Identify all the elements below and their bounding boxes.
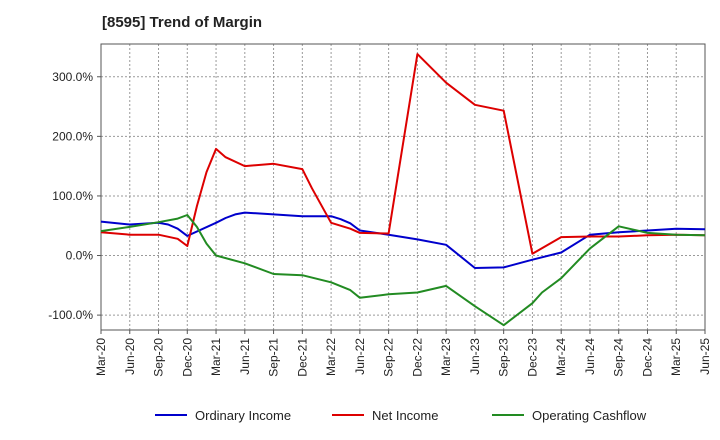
x-tick-label: Sep-22: [382, 338, 396, 377]
x-tick-label: Dec-24: [640, 338, 654, 377]
x-tick-label: Mar-22: [324, 338, 338, 376]
x-tick-label: Jun-22: [353, 338, 367, 375]
series-line-operating-cashflow: [100, 214, 706, 327]
x-tick-label: Sep-20: [152, 338, 166, 377]
x-tick-label: Dec-23: [525, 338, 539, 377]
x-tick-label: Dec-20: [180, 338, 194, 377]
x-tick-label: Mar-25: [669, 338, 683, 376]
legend-label-operating-cashflow: Operating Cashflow: [532, 408, 647, 423]
x-tick-label: Jun-24: [583, 338, 597, 375]
series-line-net-income: [100, 53, 706, 255]
y-tick-label: 0.0%: [66, 249, 94, 263]
grid-layer: [100, 44, 706, 330]
x-tick-label: Jun-25: [698, 338, 712, 375]
chart-title: [8595] Trend of Margin: [102, 14, 263, 31]
x-tick-label: Mar-20: [94, 338, 108, 376]
x-tick-label: Sep-21: [267, 338, 281, 377]
x-tick-label: Mar-24: [554, 338, 568, 376]
legend-label-net-income: Net Income: [372, 408, 438, 423]
y-axis: -100.0% 0.0% 100.0% 200.0% 300.0%: [48, 70, 101, 322]
x-tick-label: Dec-22: [410, 338, 424, 377]
x-tick-label: Sep-23: [497, 338, 511, 377]
x-tick-label: Jun-20: [123, 338, 137, 375]
x-tick-label: Jun-21: [238, 338, 252, 375]
legend-label-ordinary-income: Ordinary Income: [195, 408, 291, 423]
x-tick-label: Mar-23: [439, 338, 453, 376]
x-tick-label: Mar-21: [209, 338, 223, 376]
y-tick-label: 100.0%: [52, 189, 93, 203]
x-axis: Mar-20 Jun-20 Sep-20 Dec-20 Mar-21 Jun-21 Sep-…: [94, 330, 712, 377]
series-line-ordinary-income: [100, 211, 706, 269]
y-tick-label: 300.0%: [52, 70, 93, 84]
series-layer: [100, 53, 706, 327]
plot-area-frame: [100, 43, 706, 331]
y-tick-label: 200.0%: [52, 129, 93, 143]
x-tick-label: Dec-21: [295, 338, 309, 377]
x-tick-label: Jun-23: [468, 338, 482, 375]
legend: Ordinary Income Net Income Operating Cashf…: [155, 408, 647, 423]
y-tick-label: -100.0%: [48, 308, 93, 322]
x-tick-label: Sep-24: [612, 338, 626, 377]
